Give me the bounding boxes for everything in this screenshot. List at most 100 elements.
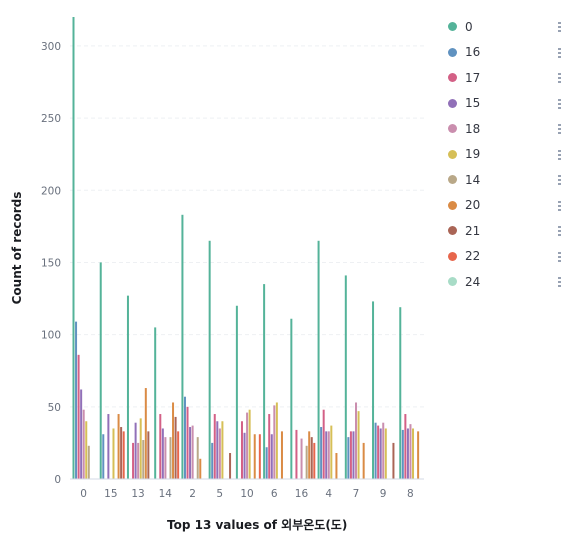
bar-17-14[interactable] [159, 414, 162, 479]
bar-17-16[interactable] [295, 429, 298, 479]
bar-15-4[interactable] [325, 431, 328, 479]
bar-16-8[interactable] [401, 429, 404, 479]
bar-18-10[interactable] [246, 412, 249, 479]
legend-item-21[interactable]: 21 [448, 218, 572, 244]
bar-19-0[interactable] [85, 421, 88, 479]
bar-16-6[interactable] [265, 447, 268, 479]
legend-item-18[interactable]: 18 [448, 116, 572, 142]
bar-21-16[interactable] [310, 437, 313, 479]
bar-21-9[interactable] [392, 442, 395, 479]
bar-0-2[interactable] [181, 214, 184, 479]
bar-16-7[interactable] [347, 437, 350, 479]
legend-item-19[interactable]: 19 [448, 142, 572, 168]
bar-21-5[interactable] [229, 453, 232, 479]
bar-16-4[interactable] [320, 427, 323, 479]
bar-20-14[interactable] [172, 402, 175, 479]
legend-actions-icon[interactable] [558, 98, 562, 109]
bar-16-9[interactable] [374, 422, 377, 479]
legend-item-22[interactable]: 22 [448, 244, 572, 270]
bar-17-9[interactable] [377, 425, 380, 479]
legend-actions-icon[interactable] [558, 73, 562, 83]
bar-19-13[interactable] [139, 418, 142, 479]
bar-14-2[interactable] [196, 437, 199, 479]
legend-actions-icon[interactable] [558, 226, 562, 236]
bar-16-0[interactable] [75, 321, 78, 479]
bar-20-2[interactable] [199, 458, 202, 479]
bar-15-0[interactable] [80, 389, 83, 479]
legend-item-20[interactable]: 20 [448, 193, 572, 219]
bar-18-5[interactable] [218, 428, 221, 479]
bar-18-2[interactable] [191, 425, 194, 479]
bar-17-6[interactable] [268, 414, 271, 479]
bar-19-7[interactable] [357, 411, 360, 479]
bar-22-15[interactable] [122, 431, 125, 479]
bar-18-0[interactable] [82, 409, 85, 479]
bar-15-15[interactable] [107, 414, 110, 479]
bar-20-7[interactable] [362, 442, 365, 479]
bar-14-16[interactable] [305, 445, 308, 479]
bar-20-6[interactable] [280, 431, 283, 479]
bar-15-10[interactable] [243, 432, 246, 479]
bar-0-13[interactable] [126, 295, 129, 479]
bar-15-8[interactable] [406, 428, 409, 479]
bar-15-14[interactable] [161, 428, 164, 479]
bar-17-7[interactable] [349, 431, 352, 479]
legend-actions-icon[interactable] [558, 200, 562, 211]
bar-0-8[interactable] [399, 307, 402, 479]
bar-15-2[interactable] [189, 427, 192, 479]
bar-19-6[interactable] [275, 402, 278, 479]
bar-21-13[interactable] [147, 431, 150, 479]
bar-0-7[interactable] [344, 275, 347, 479]
bar-18-8[interactable] [409, 424, 412, 479]
legend-actions-icon[interactable] [558, 277, 562, 287]
legend-actions-icon[interactable] [558, 149, 562, 160]
bar-20-15[interactable] [117, 414, 120, 479]
bar-18-4[interactable] [327, 431, 330, 479]
bar-0-6[interactable] [263, 284, 266, 479]
bar-22-16[interactable] [313, 442, 316, 479]
bar-19-5[interactable] [221, 421, 224, 479]
legend-actions-icon[interactable] [558, 22, 562, 32]
legend-actions-icon[interactable] [558, 251, 562, 262]
bar-14-0[interactable] [87, 445, 90, 479]
bar-16-5[interactable] [211, 442, 214, 479]
legend-item-14[interactable]: 14 [448, 167, 572, 193]
bar-21-14[interactable] [174, 416, 177, 479]
bar-19-15[interactable] [112, 428, 115, 479]
bar-17-2[interactable] [186, 406, 189, 479]
bar-20-10[interactable] [253, 434, 256, 479]
bar-19-9[interactable] [384, 428, 387, 479]
bar-18-14[interactable] [164, 437, 167, 479]
bar-17-10[interactable] [240, 421, 243, 479]
legend-item-16[interactable]: 16 [448, 40, 572, 66]
bar-0-4[interactable] [317, 240, 320, 479]
bar-19-8[interactable] [412, 428, 415, 479]
bar-20-4[interactable] [335, 453, 338, 479]
bar-20-16[interactable] [308, 431, 311, 479]
bar-17-0[interactable] [77, 354, 80, 479]
bar-15-9[interactable] [379, 428, 382, 479]
bar-18-7[interactable] [355, 402, 358, 479]
bar-20-8[interactable] [417, 431, 420, 479]
legend-item-0[interactable]: 0 [448, 14, 572, 40]
bar-14-14[interactable] [169, 437, 172, 479]
bar-18-9[interactable] [382, 422, 385, 479]
bar-17-13[interactable] [132, 442, 135, 479]
bar-19-4[interactable] [330, 425, 333, 479]
bar-15-5[interactable] [216, 421, 219, 479]
bar-18-16[interactable] [300, 438, 303, 479]
legend-item-17[interactable]: 17 [448, 65, 572, 91]
bar-0-10[interactable] [235, 305, 238, 479]
bar-0-0[interactable] [72, 17, 75, 479]
legend-actions-icon[interactable] [558, 124, 562, 134]
bar-17-8[interactable] [404, 414, 407, 479]
legend-actions-icon[interactable] [558, 175, 562, 185]
bar-21-15[interactable] [120, 427, 123, 479]
legend-actions-icon[interactable] [558, 47, 562, 58]
bar-0-5[interactable] [208, 240, 211, 479]
bar-0-15[interactable] [99, 262, 102, 479]
bar-15-7[interactable] [352, 431, 355, 479]
bar-16-15[interactable] [102, 434, 105, 479]
bar-20-13[interactable] [144, 388, 147, 479]
bar-15-13[interactable] [134, 422, 137, 479]
